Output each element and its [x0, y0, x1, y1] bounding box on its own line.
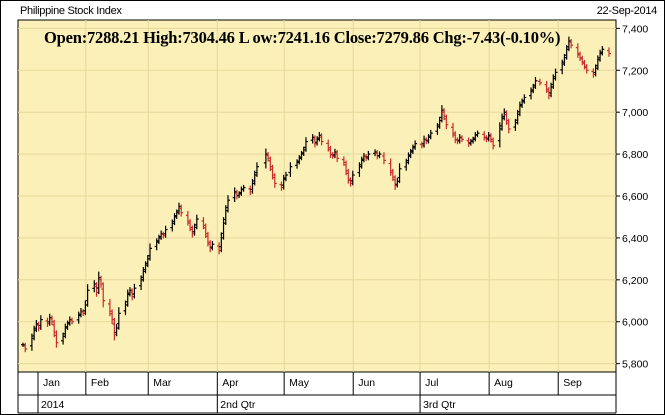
period-label: 2nd Qtr: [220, 399, 256, 411]
price-bar: [194, 214, 199, 230]
price-bar: [397, 163, 402, 184]
y-tick-label: 6,200: [622, 275, 648, 287]
price-bar: [350, 170, 355, 186]
price-bar: [491, 137, 496, 150]
price-bar: [54, 330, 59, 348]
price-bar: [459, 135, 464, 143]
price-bar: [70, 317, 75, 325]
period-label: 2014: [41, 399, 65, 411]
price-bar: [101, 282, 106, 308]
price-bar: [600, 46, 605, 56]
price-bar: [428, 129, 433, 140]
close-value: Close:7279.86: [333, 28, 429, 47]
change-value: Chg:-7.43(-0.10%): [432, 28, 561, 47]
price-bar: [148, 243, 153, 261]
high-value: High:7304.46: [143, 28, 235, 47]
price-bar: [413, 140, 418, 150]
price-bar: [553, 68, 558, 81]
price-bar: [132, 283, 137, 299]
price-bar: [366, 150, 371, 161]
price-bar: [377, 151, 382, 159]
price-bar: [254, 162, 259, 177]
price-bar: [210, 240, 215, 251]
price-bar: [163, 225, 168, 238]
price-bar: [537, 78, 542, 86]
open-value: Open:7288.21: [44, 28, 140, 47]
month-label: Mar: [153, 377, 172, 389]
price-bar: [272, 173, 277, 188]
month-label: Jan: [43, 377, 60, 389]
price-bars: [21, 36, 611, 353]
price-bar: [241, 184, 246, 192]
ohlc-readout: Open:7288.21 High:7304.46 L ow:7241.16 C…: [44, 28, 561, 48]
y-tick-label: 7,400: [622, 23, 648, 35]
y-axis: 5,800 6,000 6,200 6,400 6,600 6,800 7,000 7,200…: [616, 23, 648, 371]
price-bar: [335, 150, 340, 163]
y-tick-label: 6,600: [622, 191, 648, 203]
price-bar: [506, 118, 511, 134]
month-label: Jun: [358, 377, 375, 389]
y-tick-label: 6,400: [622, 233, 648, 245]
price-bar: [607, 47, 611, 57]
chart-date: 22-Sep-2014: [596, 5, 658, 17]
month-label: Jul: [425, 377, 438, 389]
price-bar: [288, 162, 293, 177]
price-bar: [319, 133, 324, 146]
gridlines: [18, 20, 616, 372]
month-label: Apr: [222, 377, 239, 389]
low-value: L ow:7241.16: [238, 28, 330, 47]
price-bar: [116, 307, 121, 330]
period-label: 3rd Qtr: [423, 399, 456, 411]
price-bar: [381, 152, 386, 165]
price-bar: [23, 342, 28, 353]
price-bar: [283, 171, 288, 182]
price-bar: [522, 94, 527, 104]
month-label: Aug: [494, 377, 513, 389]
price-bar: [303, 137, 308, 152]
y-tick-label: 6,000: [622, 317, 648, 329]
month-label: Feb: [91, 377, 109, 389]
y-tick-label: 7,200: [622, 65, 648, 77]
chart-title: Philippine Stock Index: [20, 5, 122, 17]
month-label: Sep: [563, 377, 582, 389]
price-bar: [533, 76, 538, 89]
y-tick-label: 5,800: [622, 359, 648, 371]
month-label: May: [289, 377, 310, 389]
price-bar: [38, 315, 43, 330]
price-bar: [225, 195, 230, 213]
price-bar: [584, 64, 589, 74]
price-bar: [569, 38, 574, 49]
price-bar: [85, 284, 90, 307]
price-bar: [444, 114, 449, 130]
price-bar: [179, 204, 184, 217]
y-tick-label: 6,800: [622, 149, 648, 161]
x-axis: Jan Feb Mar Apr May Jun Jul Aug Sep 2014 2nd Qtr 3r…: [17, 372, 617, 414]
price-bar: [475, 130, 480, 138]
y-tick-label: 7,000: [622, 107, 648, 119]
